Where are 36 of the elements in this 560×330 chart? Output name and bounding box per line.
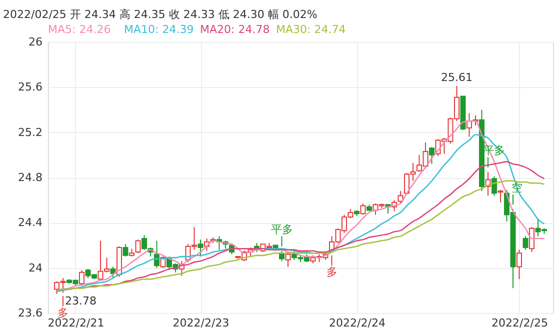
annotation: 23.78 [65,294,96,308]
y-tick-label: 23.6 [18,306,42,320]
candlestick [360,202,366,216]
annotation: 多 [58,306,68,320]
annotation: 25.61 [441,71,472,84]
y-tick-label: 24.8 [18,171,42,184]
candlestick [516,249,522,280]
text: MA10: 24.39 [124,23,194,36]
candlestick [198,239,204,258]
candlestick [529,226,534,253]
candlestick [79,270,84,286]
y-tick-label: 24 [28,261,42,274]
candlestick [466,112,472,138]
x-tick-label: 2022/2/21 [48,316,104,330]
candlestick [135,239,141,254]
y-tick-label: 26 [28,36,42,48]
y-tick-label: 25.6 [18,80,42,94]
candlestick [522,236,528,250]
text: MA30: 24.74 [276,23,346,36]
x-tick-label: 2022/2/25 [492,316,548,330]
candlestick [110,266,116,278]
candlestick [285,252,291,268]
text: MA5: 24.26 [48,23,111,36]
text: 2022/02/25 开 24.34 高 24.35 收 24.33 低 24.30 幅 0.02% [3,8,318,21]
y-tick-label: 24.4 [18,216,42,230]
candlestick [492,176,497,196]
annotation: 多 [326,266,338,279]
candlestick [429,146,434,164]
y-tick-label: 25.2 [18,126,42,139]
x-tick-label: 2022/2/23 [172,316,230,330]
annotation: 平多 [270,223,293,236]
candlestick [398,190,404,204]
candlestick [498,189,504,203]
candlestick [122,244,128,258]
text: MA20: 24.78 [200,23,270,36]
x-tick-label: 2022/2/24 [329,316,386,330]
